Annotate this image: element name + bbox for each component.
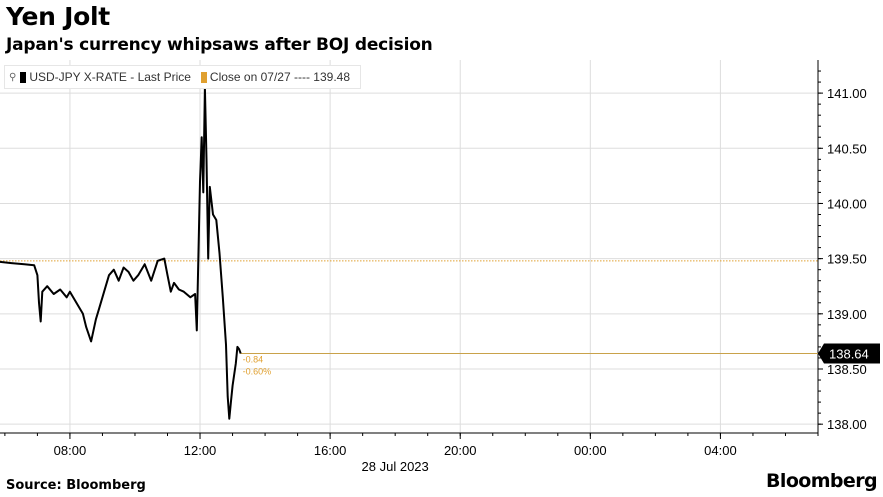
chart-grid <box>0 60 818 433</box>
brand-logo: Bloomberg <box>766 470 878 492</box>
y-tick-label: 139.00 <box>827 307 867 322</box>
x-tick-label: 20:00 <box>444 443 477 458</box>
x-tick-label: 12:00 <box>184 443 217 458</box>
y-tick-label: 138.50 <box>827 362 867 377</box>
y-tick-label: 138.00 <box>827 417 867 432</box>
x-tick-label: 04:00 <box>704 443 737 458</box>
source-note: Source: Bloomberg <box>6 478 146 493</box>
last-value-label: 138.64 <box>829 347 869 362</box>
legend-label-last-price: USD-JPY X-RATE - Last Price <box>29 70 191 84</box>
chart-legend: ⚲ USD-JPY X-RATE - Last Price Close on 0… <box>4 65 362 89</box>
chart-axes: 138.00 138.50 139.00 139.50 140.00 140.50 141.… <box>0 60 867 474</box>
x-tick-label: 08:00 <box>54 443 87 458</box>
last-value-tag <box>818 343 880 364</box>
x-axis-label: 28 Jul 2023 <box>362 459 429 474</box>
chart-title: Yen Jolt <box>6 2 110 31</box>
chart-labels: 138.64 -0.84 -0.60% <box>243 343 880 377</box>
pin-icon: ⚲ <box>9 71 17 83</box>
legend-swatch-close <box>200 71 207 83</box>
y-tick-label: 140.50 <box>827 141 867 156</box>
y-tick-label: 141.00 <box>827 86 867 101</box>
legend-item-last-price: USD-JPY X-RATE - Last Price <box>16 70 191 84</box>
legend-label-close: Close on 07/27 ---- 139.48 <box>209 70 351 84</box>
legend-swatch-last-price <box>20 71 27 83</box>
legend-item-close: Close on 07/27 ---- 139.48 <box>197 70 350 84</box>
chart-series <box>0 86 818 420</box>
y-tick-label: 140.00 <box>827 196 867 211</box>
y-tick-label: 139.50 <box>827 252 867 267</box>
x-tick-label: 16:00 <box>314 443 347 458</box>
change-percent-annotation: -0.60% <box>243 367 272 377</box>
change-annotation: -0.84 <box>243 355 264 365</box>
price-series-line <box>0 86 242 420</box>
x-tick-label: 00:00 <box>574 443 607 458</box>
chart-subtitle: Japan's currency whipsaws after BOJ deci… <box>6 35 433 55</box>
